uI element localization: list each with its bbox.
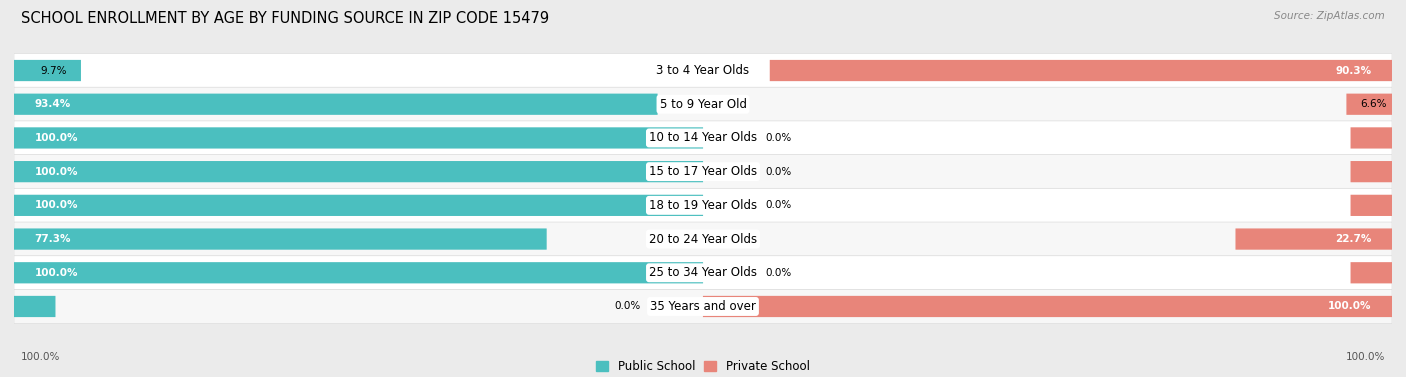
FancyBboxPatch shape [14,54,1392,87]
FancyBboxPatch shape [14,155,1392,188]
FancyBboxPatch shape [14,93,658,115]
FancyBboxPatch shape [14,296,55,317]
FancyBboxPatch shape [14,87,1392,121]
Text: 10 to 14 Year Olds: 10 to 14 Year Olds [650,132,756,144]
Text: 25 to 34 Year Olds: 25 to 34 Year Olds [650,266,756,279]
Text: 35 Years and over: 35 Years and over [650,300,756,313]
FancyBboxPatch shape [14,188,1392,222]
Text: 0.0%: 0.0% [765,133,792,143]
Text: 90.3%: 90.3% [1336,66,1371,75]
FancyBboxPatch shape [1351,195,1392,216]
FancyBboxPatch shape [14,127,703,149]
FancyBboxPatch shape [1347,93,1392,115]
FancyBboxPatch shape [1351,262,1392,284]
FancyBboxPatch shape [14,195,703,216]
FancyBboxPatch shape [703,296,1392,317]
Text: 100.0%: 100.0% [1327,302,1371,311]
Text: 93.4%: 93.4% [35,99,70,109]
Text: 100.0%: 100.0% [1346,352,1385,362]
Text: 18 to 19 Year Olds: 18 to 19 Year Olds [650,199,756,212]
FancyBboxPatch shape [769,60,1392,81]
FancyBboxPatch shape [14,161,703,182]
Text: SCHOOL ENROLLMENT BY AGE BY FUNDING SOURCE IN ZIP CODE 15479: SCHOOL ENROLLMENT BY AGE BY FUNDING SOUR… [21,11,550,26]
FancyBboxPatch shape [14,262,703,284]
FancyBboxPatch shape [14,256,1392,290]
Text: 100.0%: 100.0% [35,133,79,143]
FancyBboxPatch shape [1351,161,1392,182]
Text: 3 to 4 Year Olds: 3 to 4 Year Olds [657,64,749,77]
Text: 0.0%: 0.0% [765,268,792,278]
Text: 0.0%: 0.0% [765,200,792,210]
Legend: Public School, Private School: Public School, Private School [592,355,814,377]
FancyBboxPatch shape [1351,127,1392,149]
Text: 6.6%: 6.6% [1360,99,1386,109]
Text: Source: ZipAtlas.com: Source: ZipAtlas.com [1274,11,1385,21]
Text: 22.7%: 22.7% [1334,234,1371,244]
Text: 100.0%: 100.0% [21,352,60,362]
FancyBboxPatch shape [14,60,82,81]
FancyBboxPatch shape [14,121,1392,155]
Text: 0.0%: 0.0% [765,167,792,177]
Text: 20 to 24 Year Olds: 20 to 24 Year Olds [650,233,756,245]
Text: 100.0%: 100.0% [35,167,79,177]
FancyBboxPatch shape [1236,228,1392,250]
FancyBboxPatch shape [14,290,1392,323]
Text: 9.7%: 9.7% [41,66,67,75]
Text: 77.3%: 77.3% [35,234,72,244]
Text: 100.0%: 100.0% [35,268,79,278]
FancyBboxPatch shape [14,228,547,250]
Text: 100.0%: 100.0% [35,200,79,210]
Text: 0.0%: 0.0% [614,302,641,311]
Text: 15 to 17 Year Olds: 15 to 17 Year Olds [650,165,756,178]
Text: 5 to 9 Year Old: 5 to 9 Year Old [659,98,747,111]
FancyBboxPatch shape [14,222,1392,256]
